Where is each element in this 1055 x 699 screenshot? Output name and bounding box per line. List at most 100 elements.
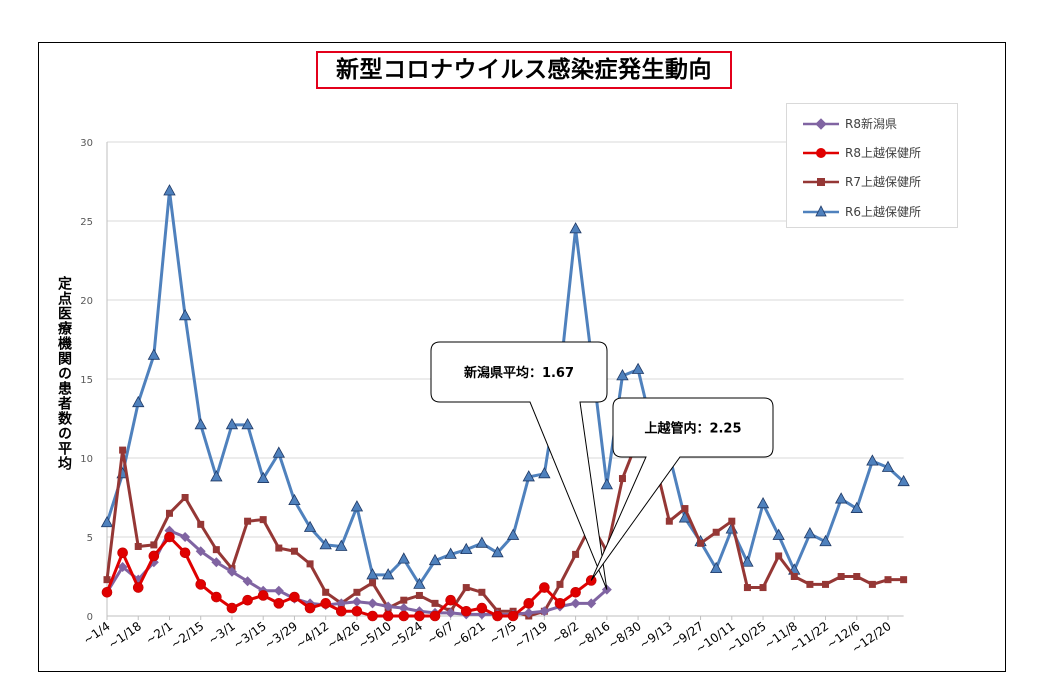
legend-item-r6-joetsu: R6上越保健所 <box>787 202 957 222</box>
data-point <box>491 545 504 558</box>
series-line <box>105 535 593 618</box>
data-point <box>226 602 238 614</box>
data-point <box>101 586 113 598</box>
data-point <box>259 516 267 524</box>
data-point <box>351 596 362 607</box>
callout-box <box>430 341 608 590</box>
data-point <box>195 546 206 557</box>
data-point <box>382 610 394 622</box>
legend-item-r7-joetsu: R7上越保健所 <box>787 172 957 192</box>
data-point <box>211 557 222 568</box>
data-point <box>710 561 723 573</box>
chart-legend: R8新潟県 R8上越保健所 R7上越保健所 R6上越保健所 <box>786 103 958 228</box>
data-point <box>257 590 269 601</box>
data-point <box>273 585 284 596</box>
data-point <box>539 606 550 617</box>
data-point <box>132 395 145 408</box>
data-point <box>868 580 876 588</box>
legend-item-r8-niigata: R8新潟県 <box>787 114 957 134</box>
data-point <box>335 605 347 617</box>
legend-label: R8新潟県 <box>845 117 897 131</box>
data-point <box>103 576 111 584</box>
y-tick-label: 5 <box>87 533 93 544</box>
data-point <box>819 534 832 547</box>
callout-box <box>590 397 774 581</box>
data-point <box>212 546 220 554</box>
series-line <box>105 189 905 586</box>
y-tick-label: 30 <box>80 138 93 149</box>
data-point <box>195 579 207 590</box>
x-tick-label: ~7/19 <box>512 619 550 652</box>
x-tick-label: ~3/29 <box>262 619 300 652</box>
y-axis-label: 定点医療機関の患者数の平均 <box>56 276 72 471</box>
data-point <box>163 184 176 196</box>
data-point <box>397 552 410 564</box>
data-point <box>806 580 814 588</box>
data-point <box>569 222 582 234</box>
series-line <box>105 437 904 618</box>
data-point <box>165 509 173 517</box>
data-point <box>366 568 379 580</box>
data-point <box>570 586 581 598</box>
x-tick-label: ~5/24 <box>387 619 425 652</box>
data-point <box>383 601 394 612</box>
data-point <box>369 579 377 587</box>
data-point <box>743 584 751 592</box>
data-point <box>523 607 534 618</box>
legend-swatch-circle-icon <box>803 148 839 158</box>
data-point <box>522 470 535 482</box>
data-point <box>117 547 128 559</box>
data-point <box>322 588 330 596</box>
data-point <box>538 466 551 479</box>
data-point <box>600 478 614 490</box>
data-point <box>445 607 456 618</box>
data-point <box>618 475 626 483</box>
legend-label: R7上越保健所 <box>845 175 921 189</box>
data-point <box>586 598 597 609</box>
x-tick-label: ~4/12 <box>293 619 331 652</box>
data-point <box>554 598 566 609</box>
y-tick-label: 15 <box>80 375 93 386</box>
data-point <box>681 505 689 513</box>
data-point <box>665 517 673 525</box>
legend-swatch-square-icon <box>803 178 839 186</box>
data-point <box>290 547 298 555</box>
data-point <box>398 603 409 614</box>
data-point <box>273 598 285 609</box>
data-point <box>803 527 817 539</box>
data-point <box>367 598 378 609</box>
y-tick-label: 20 <box>80 296 93 307</box>
data-point <box>275 544 283 552</box>
data-point <box>335 539 348 551</box>
data-point <box>303 520 317 532</box>
data-point <box>866 454 879 466</box>
data-point <box>616 369 629 381</box>
x-tick-label: ~6/21 <box>449 619 487 652</box>
data-point <box>150 541 158 549</box>
data-point <box>367 610 378 622</box>
data-point <box>242 576 253 587</box>
data-point <box>306 560 314 568</box>
data-point <box>164 531 175 543</box>
data-point <box>400 596 408 604</box>
data-point <box>415 591 423 599</box>
x-tick-label: ~8/30 <box>605 619 643 652</box>
data-point <box>288 493 301 506</box>
data-point <box>476 602 488 614</box>
data-point <box>428 553 442 566</box>
data-point <box>119 446 127 454</box>
data-point <box>475 536 489 548</box>
data-point <box>117 562 128 573</box>
data-point <box>712 528 720 536</box>
data-point <box>631 362 645 374</box>
data-point <box>572 550 580 558</box>
data-point <box>413 577 426 589</box>
data-point <box>272 446 285 458</box>
data-point <box>100 515 114 528</box>
data-point <box>900 576 908 584</box>
data-point <box>147 348 161 360</box>
data-point <box>506 528 520 540</box>
data-point <box>211 591 222 603</box>
data-point <box>462 584 470 592</box>
data-point <box>853 573 861 580</box>
